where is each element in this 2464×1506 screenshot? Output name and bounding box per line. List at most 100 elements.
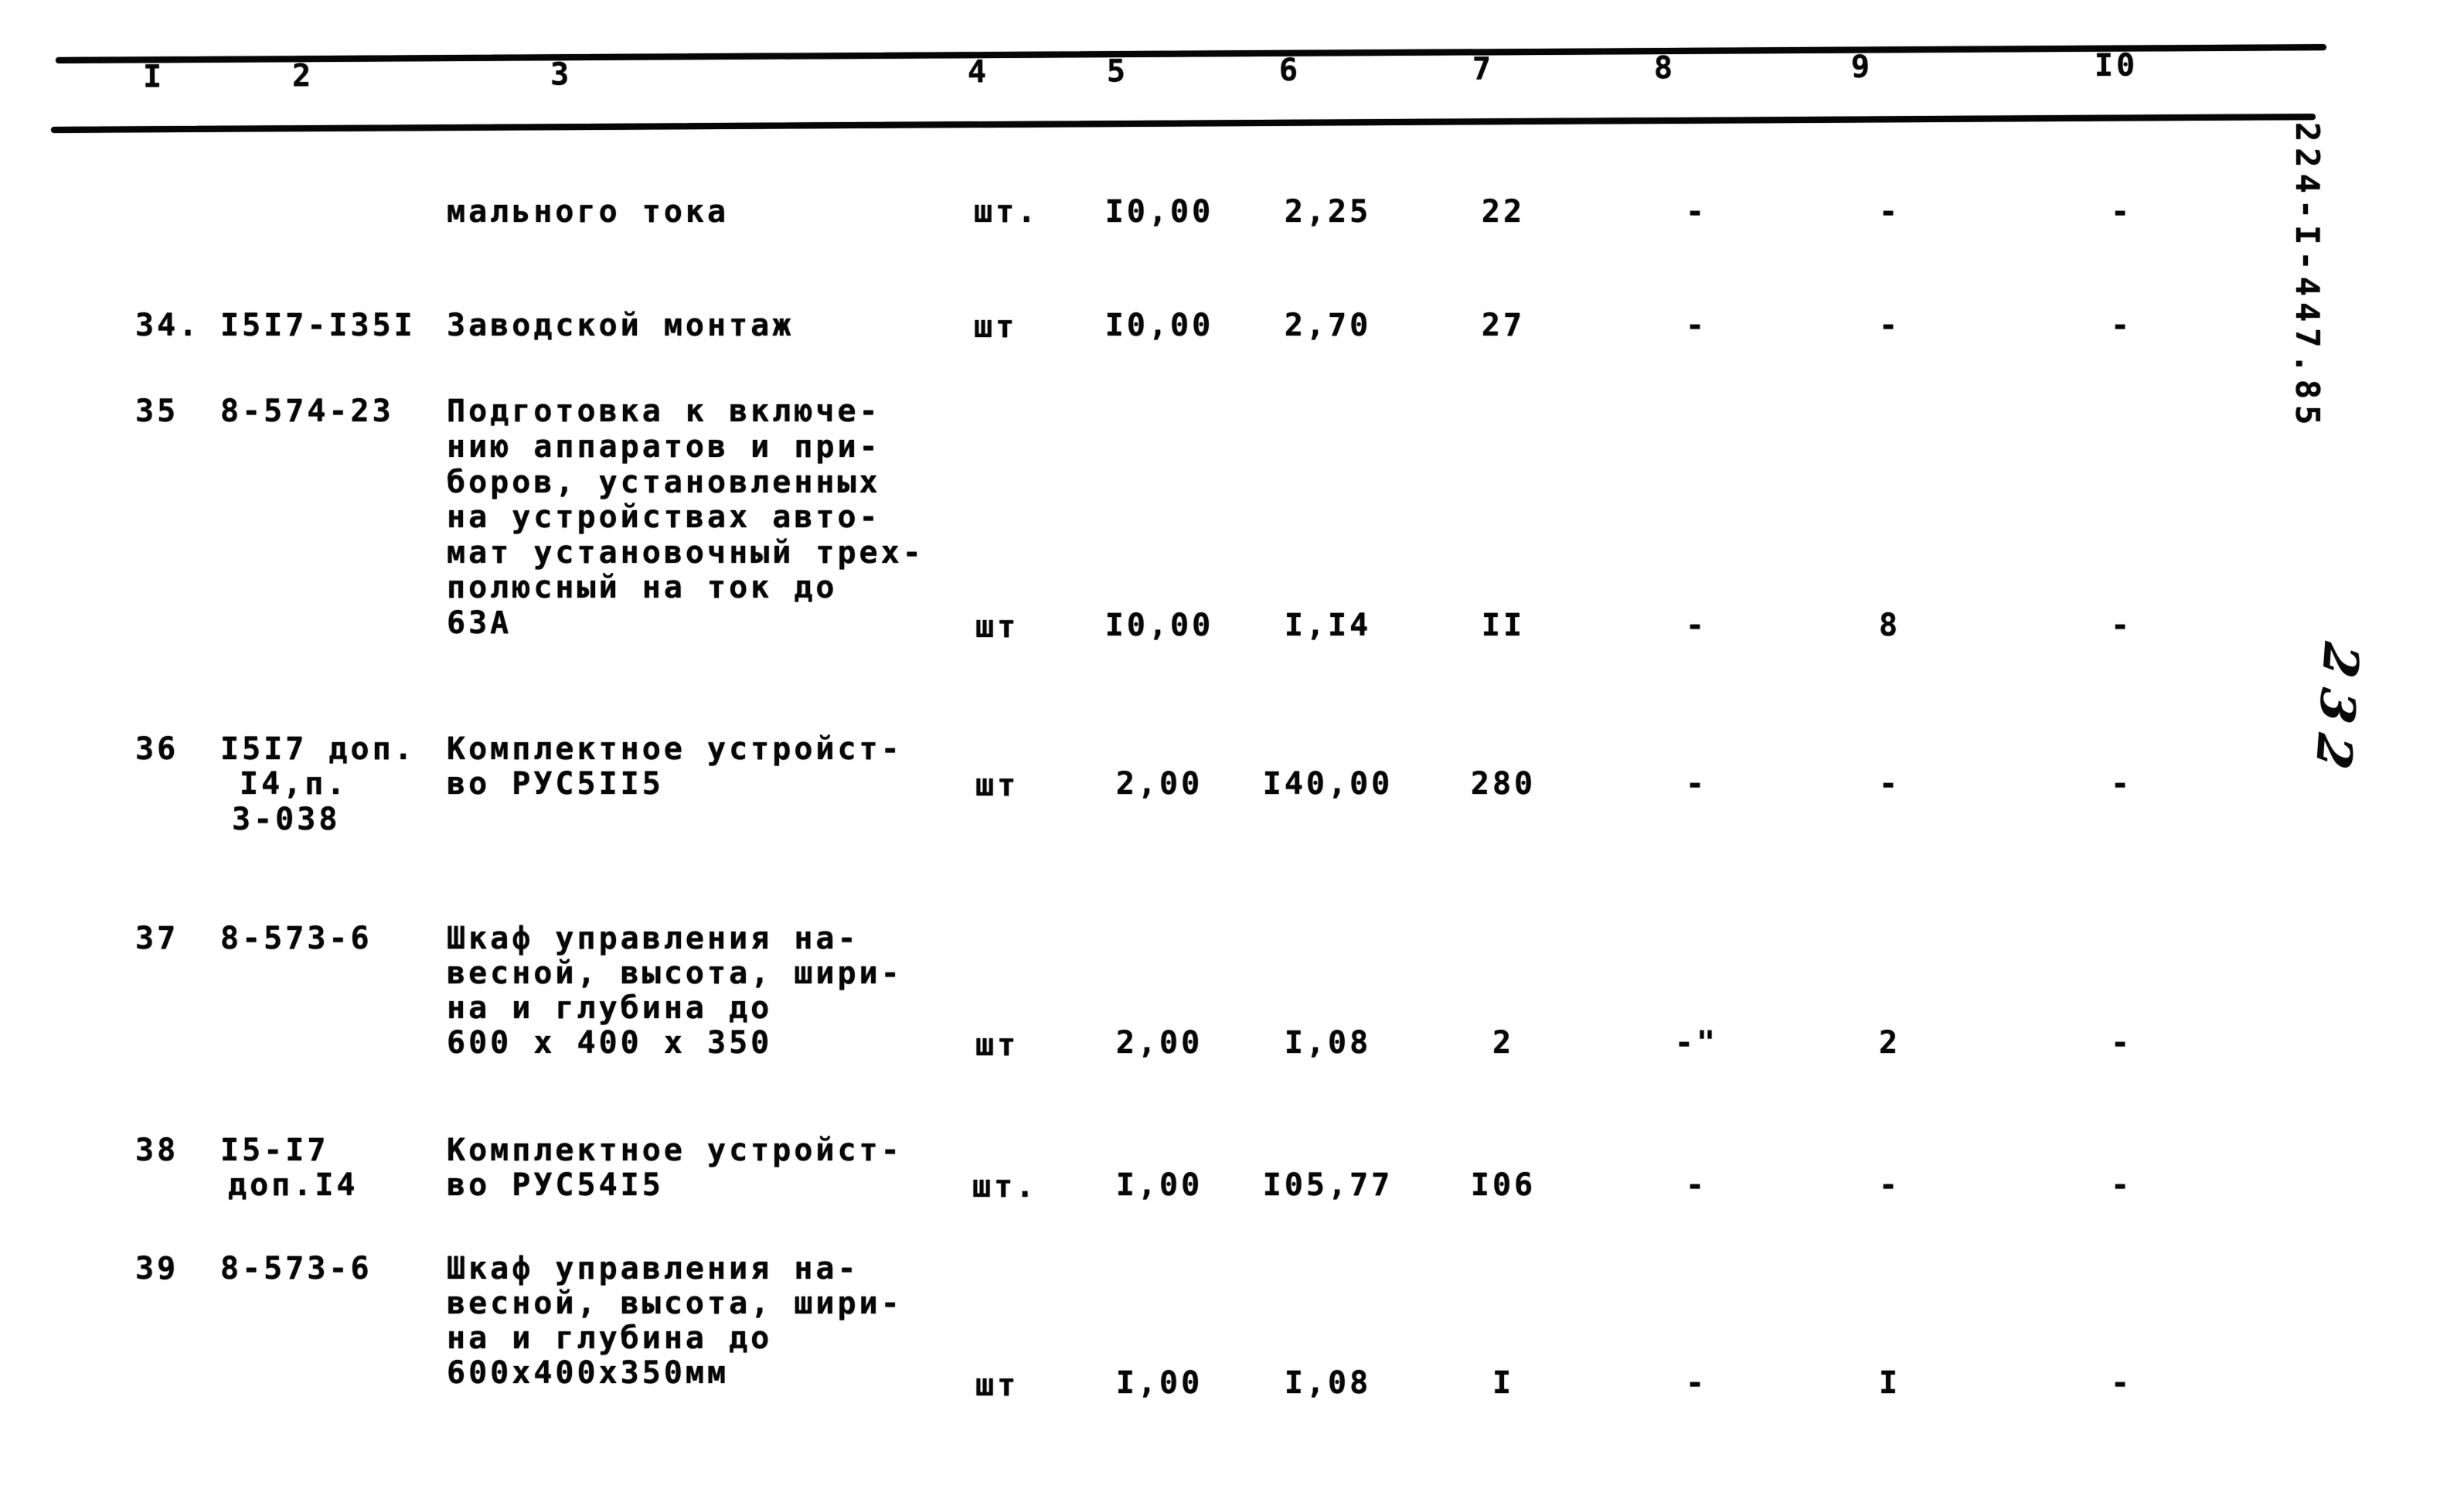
item-number: 39 — [135, 1251, 179, 1286]
col10-cell: - — [2110, 308, 2133, 343]
col8-cell: - — [1685, 1167, 1708, 1203]
total-cell: 2 — [1492, 1025, 1515, 1061]
item-code-line: 8-573-6 — [220, 921, 373, 956]
description-line: 600 х 400 х 350 — [447, 1025, 773, 1061]
description-line: во РУС5II5 — [447, 766, 664, 802]
col9-cell: I — [1878, 1365, 1901, 1401]
item-code-line: I4,п. — [240, 766, 349, 802]
unit-cell: шт — [975, 1027, 1019, 1063]
unit-cell: шт — [975, 609, 1019, 645]
item-code-line: I5I7-I35I — [220, 308, 416, 343]
column-header-4: 4 — [967, 54, 990, 90]
col8-cell: -" — [1674, 1025, 1719, 1061]
col9-cell: - — [1878, 308, 1901, 343]
unit-price-cell: I,08 — [1284, 1025, 1372, 1061]
col9-cell: 8 — [1878, 608, 1901, 643]
description-line: Подготовка к включе- — [447, 394, 881, 429]
description-line: 63А — [447, 605, 512, 641]
col10-cell: - — [2110, 1167, 2133, 1203]
quantity-cell: I0,00 — [1104, 308, 1214, 343]
col10-cell: - — [2110, 194, 2133, 230]
description-line: Комплектное устройст- — [447, 1133, 903, 1168]
item-code-line: 8-574-23 — [220, 394, 394, 429]
item-number: 37 — [135, 921, 179, 956]
col8-cell: - — [1685, 608, 1708, 643]
description-line: Комплектное устройст- — [447, 731, 903, 767]
description-line: боров, установленных — [447, 465, 881, 500]
col9-cell: - — [1878, 766, 1901, 802]
column-header-5: 5 — [1106, 53, 1129, 90]
unit-cell: шт — [975, 768, 1019, 803]
item-code-line: 8-573-6 — [220, 1251, 373, 1286]
column-header-1: I — [142, 59, 165, 95]
unit-cell: шт — [974, 309, 1018, 345]
description-line: Шкаф управления на- — [447, 1251, 859, 1286]
description-line: весной, высота, шири- — [447, 1286, 903, 1321]
col9-cell: - — [1878, 194, 1901, 230]
total-cell: I — [1492, 1365, 1515, 1401]
column-header-3: 3 — [550, 56, 573, 93]
unit-price-cell: 2,25 — [1284, 194, 1372, 230]
description-line: Шкаф управления на- — [447, 921, 859, 956]
column-header-9: 9 — [1850, 49, 1874, 85]
item-number: 36 — [135, 731, 179, 767]
unit-cell: шт. — [972, 1169, 1038, 1204]
description-line: на и глубина до — [447, 990, 773, 1026]
item-code-line: доп.I4 — [228, 1167, 359, 1203]
col8-cell: - — [1685, 308, 1708, 343]
handwritten-page-number: 232 — [2304, 639, 2370, 786]
quantity-cell: I0,00 — [1104, 608, 1214, 643]
total-cell: 280 — [1470, 766, 1537, 802]
description-line: мат установочный трех- — [447, 535, 924, 571]
unit-price-cell: I,08 — [1284, 1365, 1372, 1401]
unit-cell: шт — [975, 1368, 1019, 1403]
column-header-2: 2 — [291, 58, 315, 94]
quantity-cell: 2,00 — [1115, 1025, 1203, 1061]
description-line: полюсный на ток до — [447, 570, 838, 605]
document-code-vertical-label: 224-I-447.85 — [2289, 122, 2326, 431]
unit-price-cell: I,I4 — [1284, 608, 1372, 643]
col10-cell: - — [2110, 1365, 2133, 1401]
column-header-6: 6 — [1278, 52, 1302, 89]
item-code-line: I5-I7 — [220, 1133, 329, 1168]
column-header-row: I 2 3 4 5 6 7 8 9 I0 — [0, 46, 2464, 95]
item-number: 35 — [135, 394, 179, 429]
description-line: во РУС54I5 — [447, 1167, 664, 1203]
quantity-cell: 2,00 — [1115, 766, 1203, 802]
column-header-7: 7 — [1472, 51, 1495, 87]
item-code-line: 3-038 — [232, 802, 341, 837]
rule-line-bottom — [50, 114, 2316, 133]
col10-cell: - — [2110, 766, 2133, 802]
column-header-10: I0 — [2094, 47, 2139, 83]
description-line: весной, высота, шири- — [447, 956, 903, 991]
description-line: мального тока — [447, 194, 730, 230]
description-line: Заводской монтаж — [447, 308, 795, 343]
quantity-cell: I,00 — [1115, 1365, 1203, 1401]
item-number: 34. — [135, 308, 201, 343]
unit-price-cell: I05,77 — [1262, 1167, 1394, 1203]
unit-cell: шт. — [974, 194, 1040, 230]
col10-cell: - — [2110, 1025, 2133, 1061]
description-line: 600х400х350мм — [447, 1355, 730, 1391]
col9-cell: - — [1878, 1167, 1901, 1203]
quantity-cell: I,00 — [1115, 1167, 1203, 1203]
column-header-8: 8 — [1653, 50, 1676, 87]
total-cell: II — [1481, 608, 1526, 643]
description-line: на устройствах авто- — [447, 499, 881, 535]
col8-cell: - — [1685, 1365, 1708, 1401]
col10-cell: - — [2110, 608, 2133, 643]
item-number: 38 — [135, 1133, 179, 1168]
description-line: на и глубина до — [447, 1320, 773, 1356]
description-line: нию аппаратов и при- — [447, 429, 881, 465]
col9-cell: 2 — [1878, 1025, 1901, 1061]
unit-price-cell: I40,00 — [1262, 766, 1394, 802]
total-cell: 27 — [1481, 308, 1526, 343]
quantity-cell: I0,00 — [1104, 194, 1214, 230]
col8-cell: - — [1685, 194, 1708, 230]
unit-price-cell: 2,70 — [1284, 308, 1372, 343]
item-code-line: I5I7 доп. — [220, 731, 416, 767]
total-cell: 22 — [1481, 194, 1526, 230]
col8-cell: - — [1685, 766, 1708, 802]
total-cell: I06 — [1470, 1167, 1537, 1203]
